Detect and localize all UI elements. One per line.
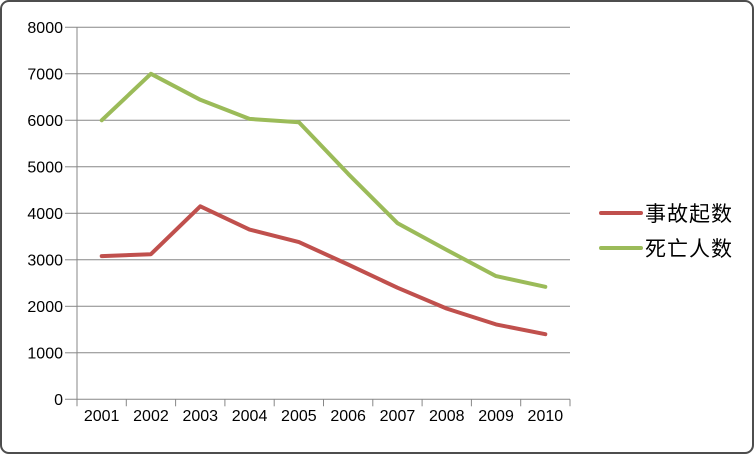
y-tick-label: 8000: [27, 20, 63, 37]
legend-label-accidents: 事故起数: [645, 202, 733, 226]
legend-line-swatch-accidents: [599, 210, 643, 215]
x-tick-label: 2003: [182, 408, 218, 425]
x-tick-label: 2005: [281, 408, 317, 425]
legend-entry-deaths: 死亡人数: [599, 230, 733, 265]
series-line-1: [99, 71, 548, 289]
x-tick-label: 2009: [478, 408, 514, 425]
y-tick-label: 2000: [27, 299, 63, 316]
x-tick-label: 2002: [133, 408, 169, 425]
y-tick-label: 7000: [27, 66, 63, 83]
y-axis-tick-labels: 0 1000 2000 3000 4000 5000 6000 7000 8000: [27, 20, 63, 409]
x-axis-tick-labels: 2001 2002 2003 2004 2005 2006 2007 2008 2009 2010: [84, 408, 563, 425]
legend-line-swatch-deaths: [599, 245, 643, 250]
y-tick-label: 5000: [27, 159, 63, 176]
series-line-0: [99, 204, 548, 337]
y-tick-label: 6000: [27, 113, 63, 130]
x-tick-label: 2004: [232, 408, 268, 425]
legend: 事故起数 死亡人数: [599, 195, 733, 265]
legend-entry-accidents: 事故起数: [599, 195, 733, 230]
x-tick-label: 2001: [84, 408, 120, 425]
legend-label-deaths: 死亡人数: [645, 237, 733, 261]
axes: [65, 26, 571, 407]
y-tick-label: 4000: [27, 206, 63, 223]
gridlines: [77, 26, 570, 400]
y-tick-label: 3000: [27, 252, 63, 269]
y-tick-label: 1000: [27, 345, 63, 362]
y-tick-label: 0: [54, 392, 63, 409]
x-tick-label: 2006: [330, 408, 366, 425]
series-lines: [99, 71, 548, 337]
x-tick-label: 2007: [380, 408, 416, 425]
x-tick-label: 2008: [429, 408, 465, 425]
x-tick-label: 2010: [528, 408, 564, 425]
